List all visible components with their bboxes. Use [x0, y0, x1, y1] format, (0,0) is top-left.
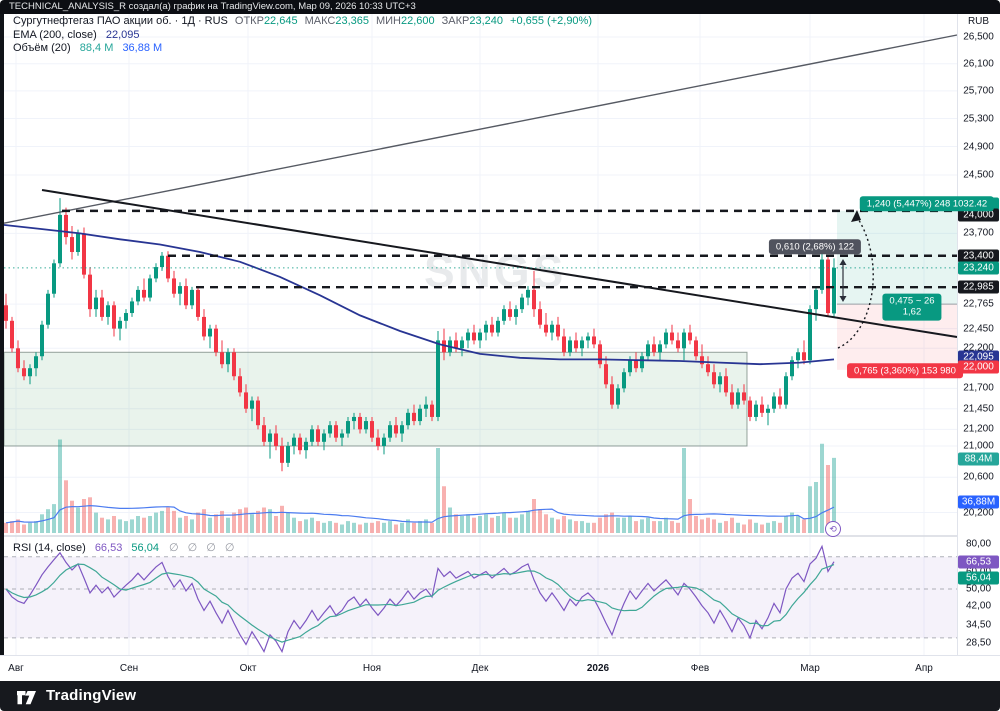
ohlc-field-value: 23,240 — [469, 15, 504, 27]
measure-tool-label[interactable]: 0,610 (2,68%) 122 — [768, 239, 862, 255]
rsi-empty-flags: ∅ ∅ ∅ ∅ — [169, 542, 238, 554]
price-tick-label: 23,700 — [963, 227, 994, 239]
price-axis-badge: 22,095 — [958, 350, 999, 364]
symbol-title[interactable]: Сургутнефтегаз ПАО акции об. · 1Д · RUS — [13, 15, 228, 27]
time-tick-label: Фев — [690, 663, 710, 674]
time-tick-label: Окт — [239, 663, 257, 674]
ohlc-values: ОТКР22,645 МАКС23,365 МИН22,600 ЗАКР23,240 — [228, 15, 503, 27]
price-axis-badge: 88,4M — [958, 452, 999, 466]
price-axis-currency: RUB — [967, 16, 990, 27]
ohlc-field-label: МИН — [375, 15, 401, 27]
time-tick-label: Дек — [471, 663, 489, 674]
volume-legend-row: Объём (20) 88,4 M 36,88 M — [13, 42, 162, 54]
volume-label[interactable]: Объём (20) — [13, 42, 71, 54]
price-tick-label: 24,900 — [963, 141, 994, 153]
rsi-tick-label: 42,00 — [965, 600, 992, 612]
price-axis-badge: 23,240 — [958, 261, 999, 275]
time-tick-label: Ноя — [362, 663, 382, 674]
replay-marker-icon[interactable]: ⟲ — [825, 521, 841, 537]
rsi-legend-row: RSI (14, close) 66,53 56,04 ∅ ∅ ∅ ∅ — [13, 541, 238, 554]
volume-value: 88,4 M — [79, 42, 114, 54]
time-tick-label: Сен — [119, 663, 139, 674]
rsi-tick-label: 80,00 — [965, 538, 992, 550]
time-tick-label: Авг — [8, 663, 24, 674]
rsi-tick-label: 28,50 — [965, 637, 992, 649]
price-tick-label: 24,500 — [963, 169, 994, 181]
change-value: +0,655 (+2,90%) — [510, 15, 592, 27]
rsi-tick-label: 60,00 — [958, 566, 999, 577]
main-legend-row: Сургутнефтегаз ПАО акции об. · 1Д · RUS О… — [13, 15, 592, 27]
price-axis-badge: 23,400 — [958, 249, 999, 263]
rsi-value: 66,53 — [94, 542, 123, 554]
stop-loss-label[interactable]: 0,765 (3,360%) 153 980 — [847, 363, 963, 379]
ema-value: 22,095 — [105, 29, 140, 41]
rsi-label[interactable]: RSI (14, close) — [13, 542, 86, 554]
price-tick-label: 21,450 — [963, 403, 994, 415]
tradingview-logo-icon[interactable] — [16, 687, 38, 705]
price-tick-label: 21,200 — [963, 423, 994, 435]
ohlc-field-label: МАКС — [304, 15, 336, 27]
time-tick-label: Апр — [915, 663, 933, 674]
range-label-line1: 0,475 ~ 26 — [889, 295, 935, 307]
price-tick-label: 26,500 — [963, 31, 994, 43]
ohlc-field-label: ЗАКР — [441, 15, 470, 27]
price-tick-label: 25,300 — [963, 113, 994, 124]
creator-text: TECHNICAL_ANALYSIS_R создал(а) график на… — [9, 1, 416, 12]
price-axis-badge: 56,04 — [958, 571, 999, 585]
price-tick-label: 26,100 — [963, 58, 994, 70]
tradingview-wordmark[interactable]: TradingView — [46, 687, 137, 704]
price-axis-badge: 22,000 — [958, 360, 999, 374]
rsi-tick-label: 34,50 — [965, 619, 992, 631]
price-axis[interactable] — [957, 14, 1000, 655]
rsi-ma-value: 56,04 — [131, 542, 159, 554]
range-label-line2: 1,62 — [902, 307, 922, 318]
time-tick-label: Мар — [800, 663, 820, 674]
price-axis-badge: 66,53 — [958, 555, 999, 569]
price-tick-label: 22,765 — [963, 298, 994, 310]
price-axis-badge: 24,000 — [958, 208, 999, 222]
creator-bar: TECHNICAL_ANALYSIS_R создал(а) график на… — [0, 0, 1000, 14]
range-tool-label[interactable]: 0,475 ~ 26 1,62 — [882, 293, 942, 321]
price-tick-label: 21,700 — [963, 382, 994, 394]
price-axis-badge: 36,88M — [958, 495, 999, 509]
price-tick-label: 25,700 — [963, 85, 994, 97]
time-axis[interactable]: Авг Сен Окт Ноя Дек 2026 Фев Мар Апр — [0, 655, 1000, 681]
ohlc-field-label: ОТКР — [234, 15, 264, 27]
ema-legend-row: EMA (200, close) 22,095 — [13, 29, 139, 41]
ohlc-field-value: 22,600 — [401, 15, 435, 27]
time-tick-label: 2026 — [586, 663, 610, 674]
ema-label[interactable]: EMA (200, close) — [13, 29, 97, 41]
price-tick-label: 20,600 — [963, 471, 994, 483]
price-tick-label: 22,200 — [963, 342, 994, 354]
rsi-tick-label: 50,00 — [965, 583, 992, 595]
ohlc-field-value: 23,365 — [335, 15, 369, 27]
price-axis-badge: 22,985 — [958, 280, 999, 294]
price-tick-label: 21,000 — [963, 440, 994, 452]
profit-target-label[interactable]: 1,240 (5,447%) 248 1032.42 — [859, 196, 995, 212]
footer-bar: TradingView — [0, 680, 1000, 711]
volume-ma-value: 36,88 M — [122, 42, 163, 54]
ohlc-field-value: 22,645 — [263, 15, 298, 27]
price-tick-label: 20,200 — [963, 507, 994, 519]
price-tick-label: 22,450 — [963, 323, 994, 335]
left-edge-strip — [0, 14, 4, 680]
